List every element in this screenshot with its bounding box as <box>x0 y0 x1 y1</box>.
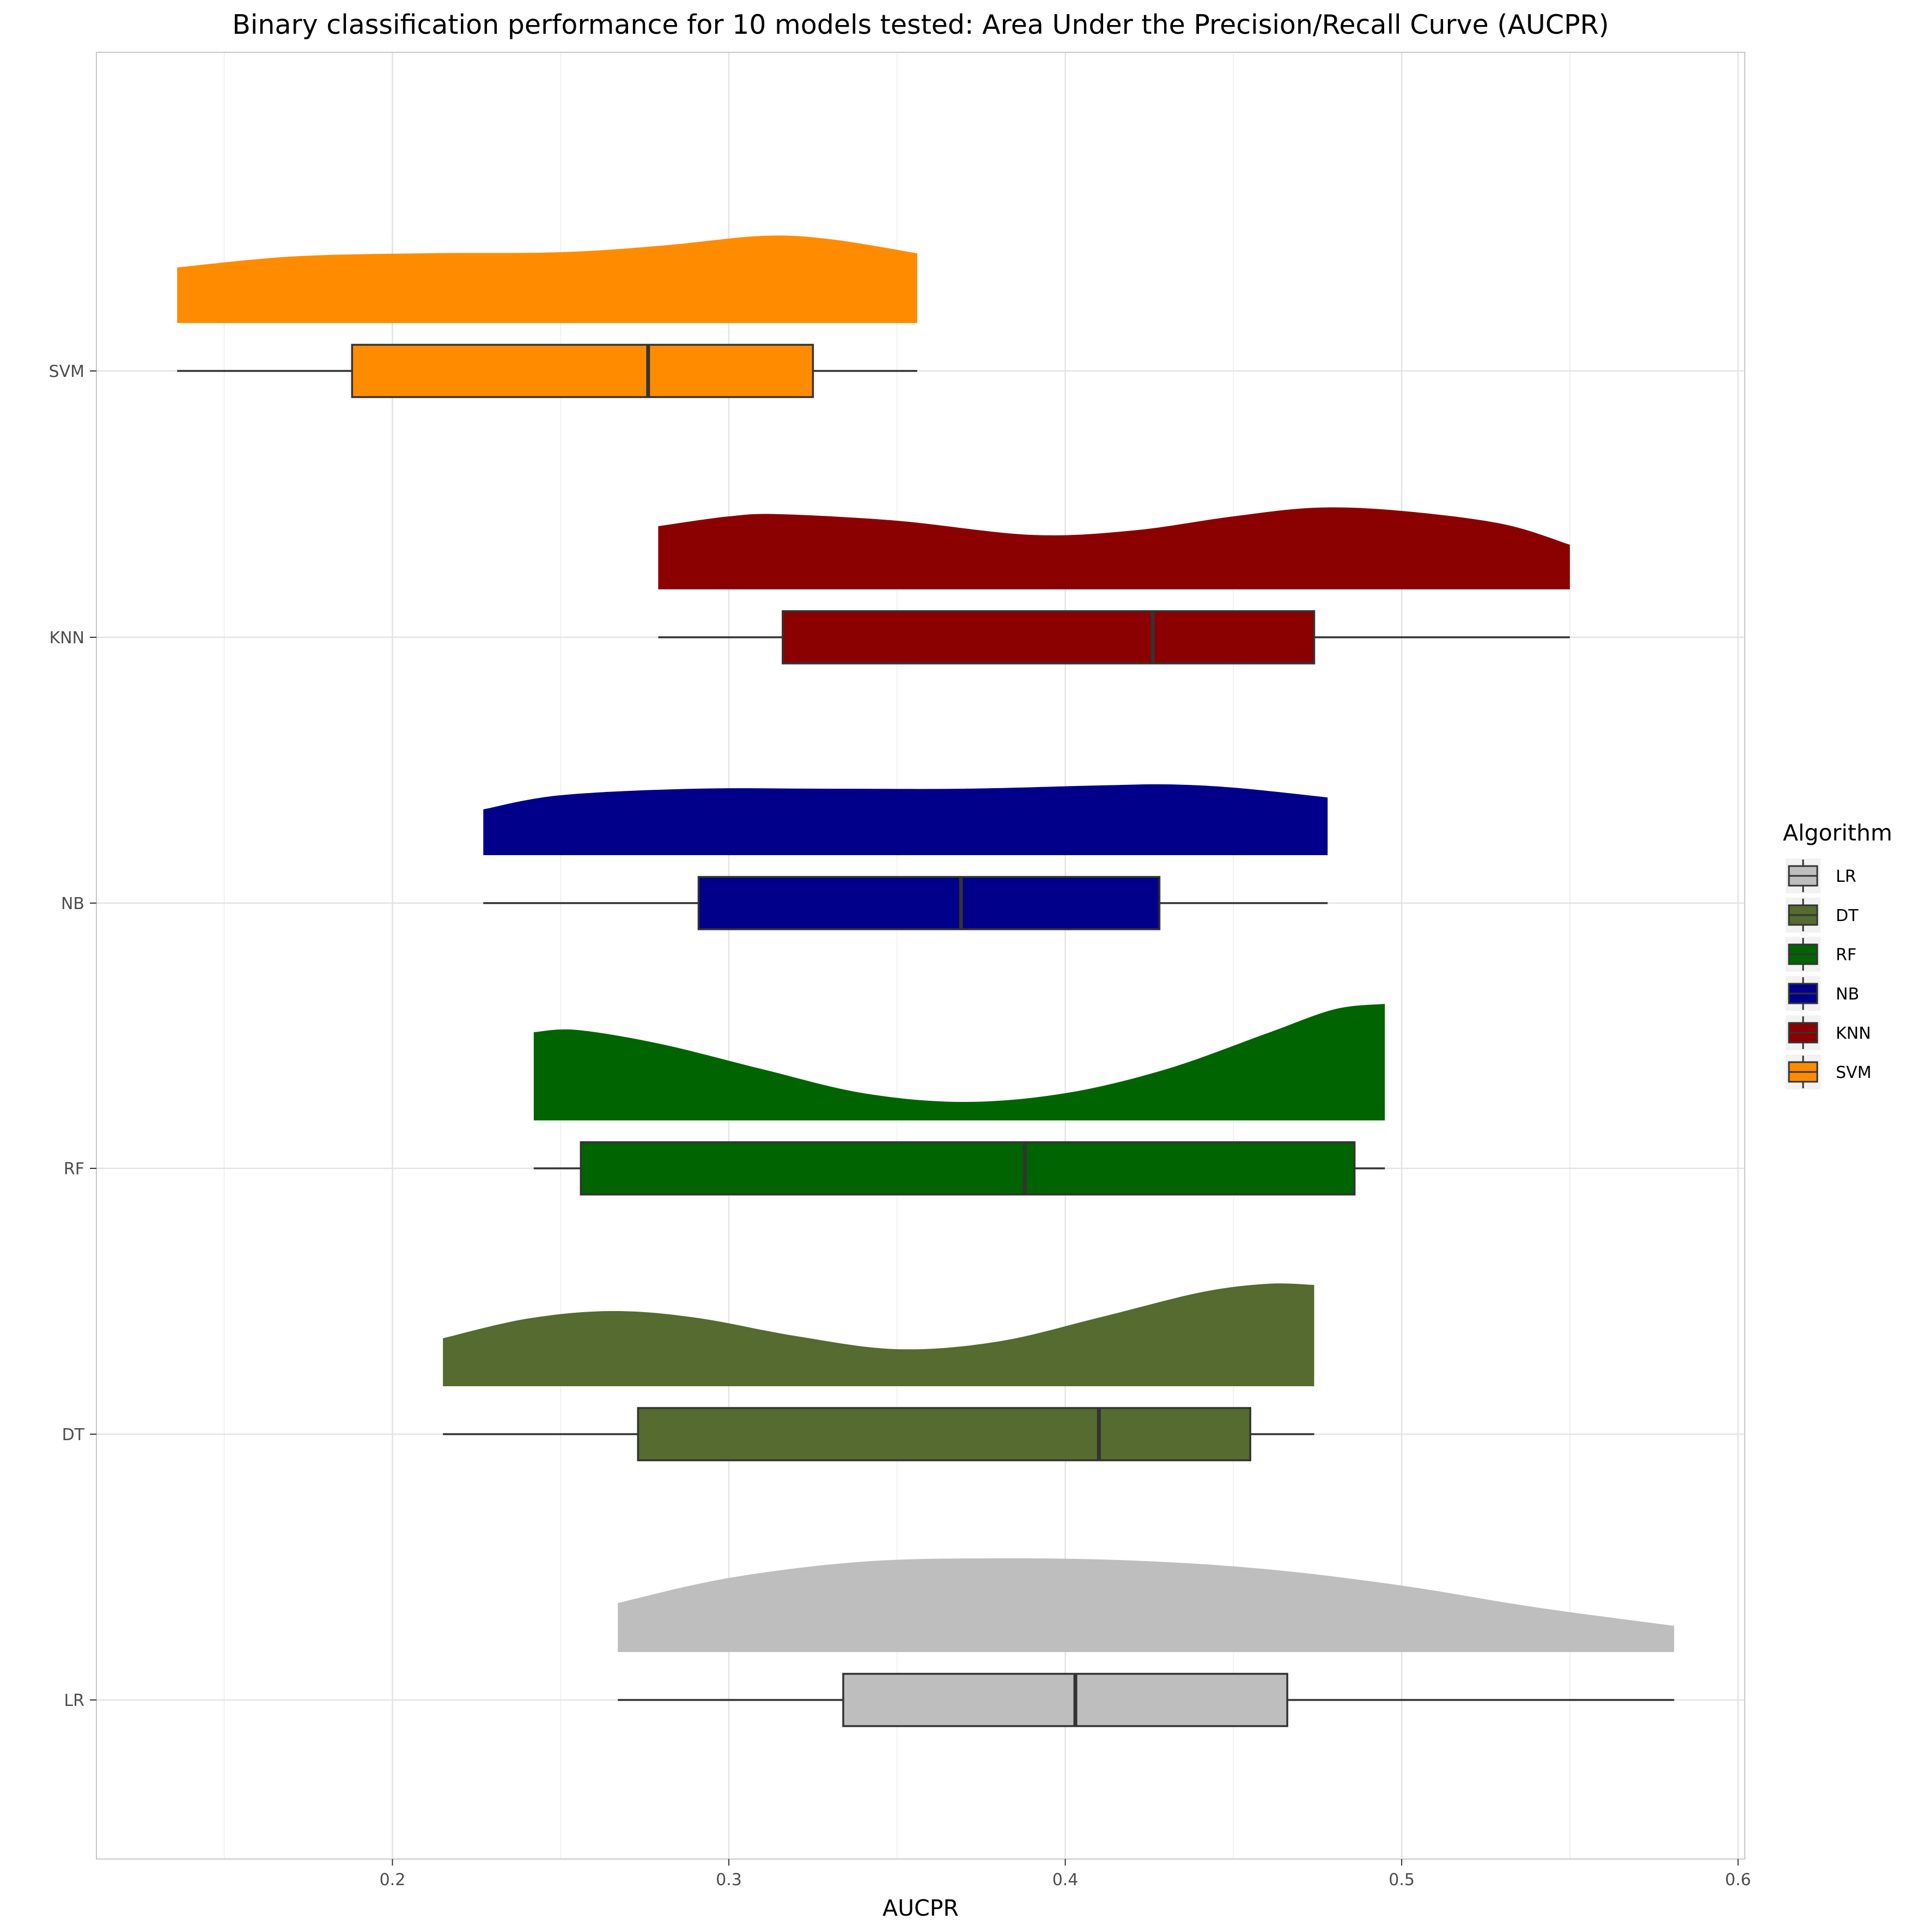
legend-title: Algorithm <box>1783 820 1892 846</box>
legend-label-knn: KNN <box>1836 1024 1871 1043</box>
density-cloud-knn <box>658 507 1570 589</box>
y-tick-label: LR <box>64 1691 84 1710</box>
density-cloud-lr <box>618 1558 1675 1652</box>
legend-item-nb: NB <box>1786 976 1859 1011</box>
y-tick-label: SVM <box>49 362 84 381</box>
boxplot-dt <box>443 1407 1314 1461</box>
legend-label-lr: LR <box>1836 867 1856 886</box>
legend-label-dt: DT <box>1836 906 1859 925</box>
boxplot-layer <box>177 344 1675 1727</box>
legend-label-svm: SVM <box>1836 1063 1871 1082</box>
legend-label-rf: RF <box>1836 946 1856 965</box>
density-layer <box>177 235 1675 1652</box>
legend: Algorithm LR DT RF NB KNN SVM <box>1783 820 1892 1089</box>
boxplot-rf <box>533 1141 1385 1196</box>
y-tick-label: KNN <box>49 629 84 648</box>
panel-border <box>96 52 1745 1860</box>
chart-title: Binary classification performance for 10… <box>232 9 1609 40</box>
density-cloud-dt <box>443 1283 1314 1386</box>
density-cloud-nb <box>483 784 1328 855</box>
box-iqr <box>842 1673 1288 1727</box>
y-tick-label: RF <box>64 1160 84 1179</box>
box-iqr <box>782 610 1316 665</box>
legend-item-knn: KNN <box>1786 1015 1871 1050</box>
axis-layer: 0.2 0.3 0.4 0.5 0.6 LR DT RF NB KNN SVM <box>49 362 1751 1890</box>
legend-item-lr: LR <box>1786 858 1856 893</box>
x-tick-label: 0.4 <box>1052 1870 1079 1890</box>
x-tick-label: 0.6 <box>1725 1870 1751 1890</box>
density-cloud-svm <box>177 235 917 323</box>
x-tick-label: 0.2 <box>380 1870 406 1890</box>
y-tick-label: NB <box>61 894 84 913</box>
box-iqr <box>580 1141 1356 1196</box>
legend-item-svm: SVM <box>1786 1055 1871 1089</box>
y-tick-label: DT <box>62 1425 85 1445</box>
box-iqr <box>351 344 814 398</box>
density-cloud-rf <box>533 1004 1385 1120</box>
x-axis-title: AUCPR <box>882 1895 959 1921</box>
legend-label-nb: NB <box>1836 985 1859 1004</box>
boxplot-svm <box>177 344 917 398</box>
boxplot-lr <box>618 1673 1675 1727</box>
legend-item-dt: DT <box>1786 898 1859 933</box>
box-iqr <box>637 1407 1251 1461</box>
legend-item-rf: RF <box>1786 937 1856 972</box>
x-tick-label: 0.5 <box>1389 1870 1415 1890</box>
x-tick-label: 0.3 <box>716 1870 742 1890</box>
boxplot-nb <box>483 876 1328 930</box>
boxplot-knn <box>658 610 1570 665</box>
box-iqr <box>697 876 1161 930</box>
